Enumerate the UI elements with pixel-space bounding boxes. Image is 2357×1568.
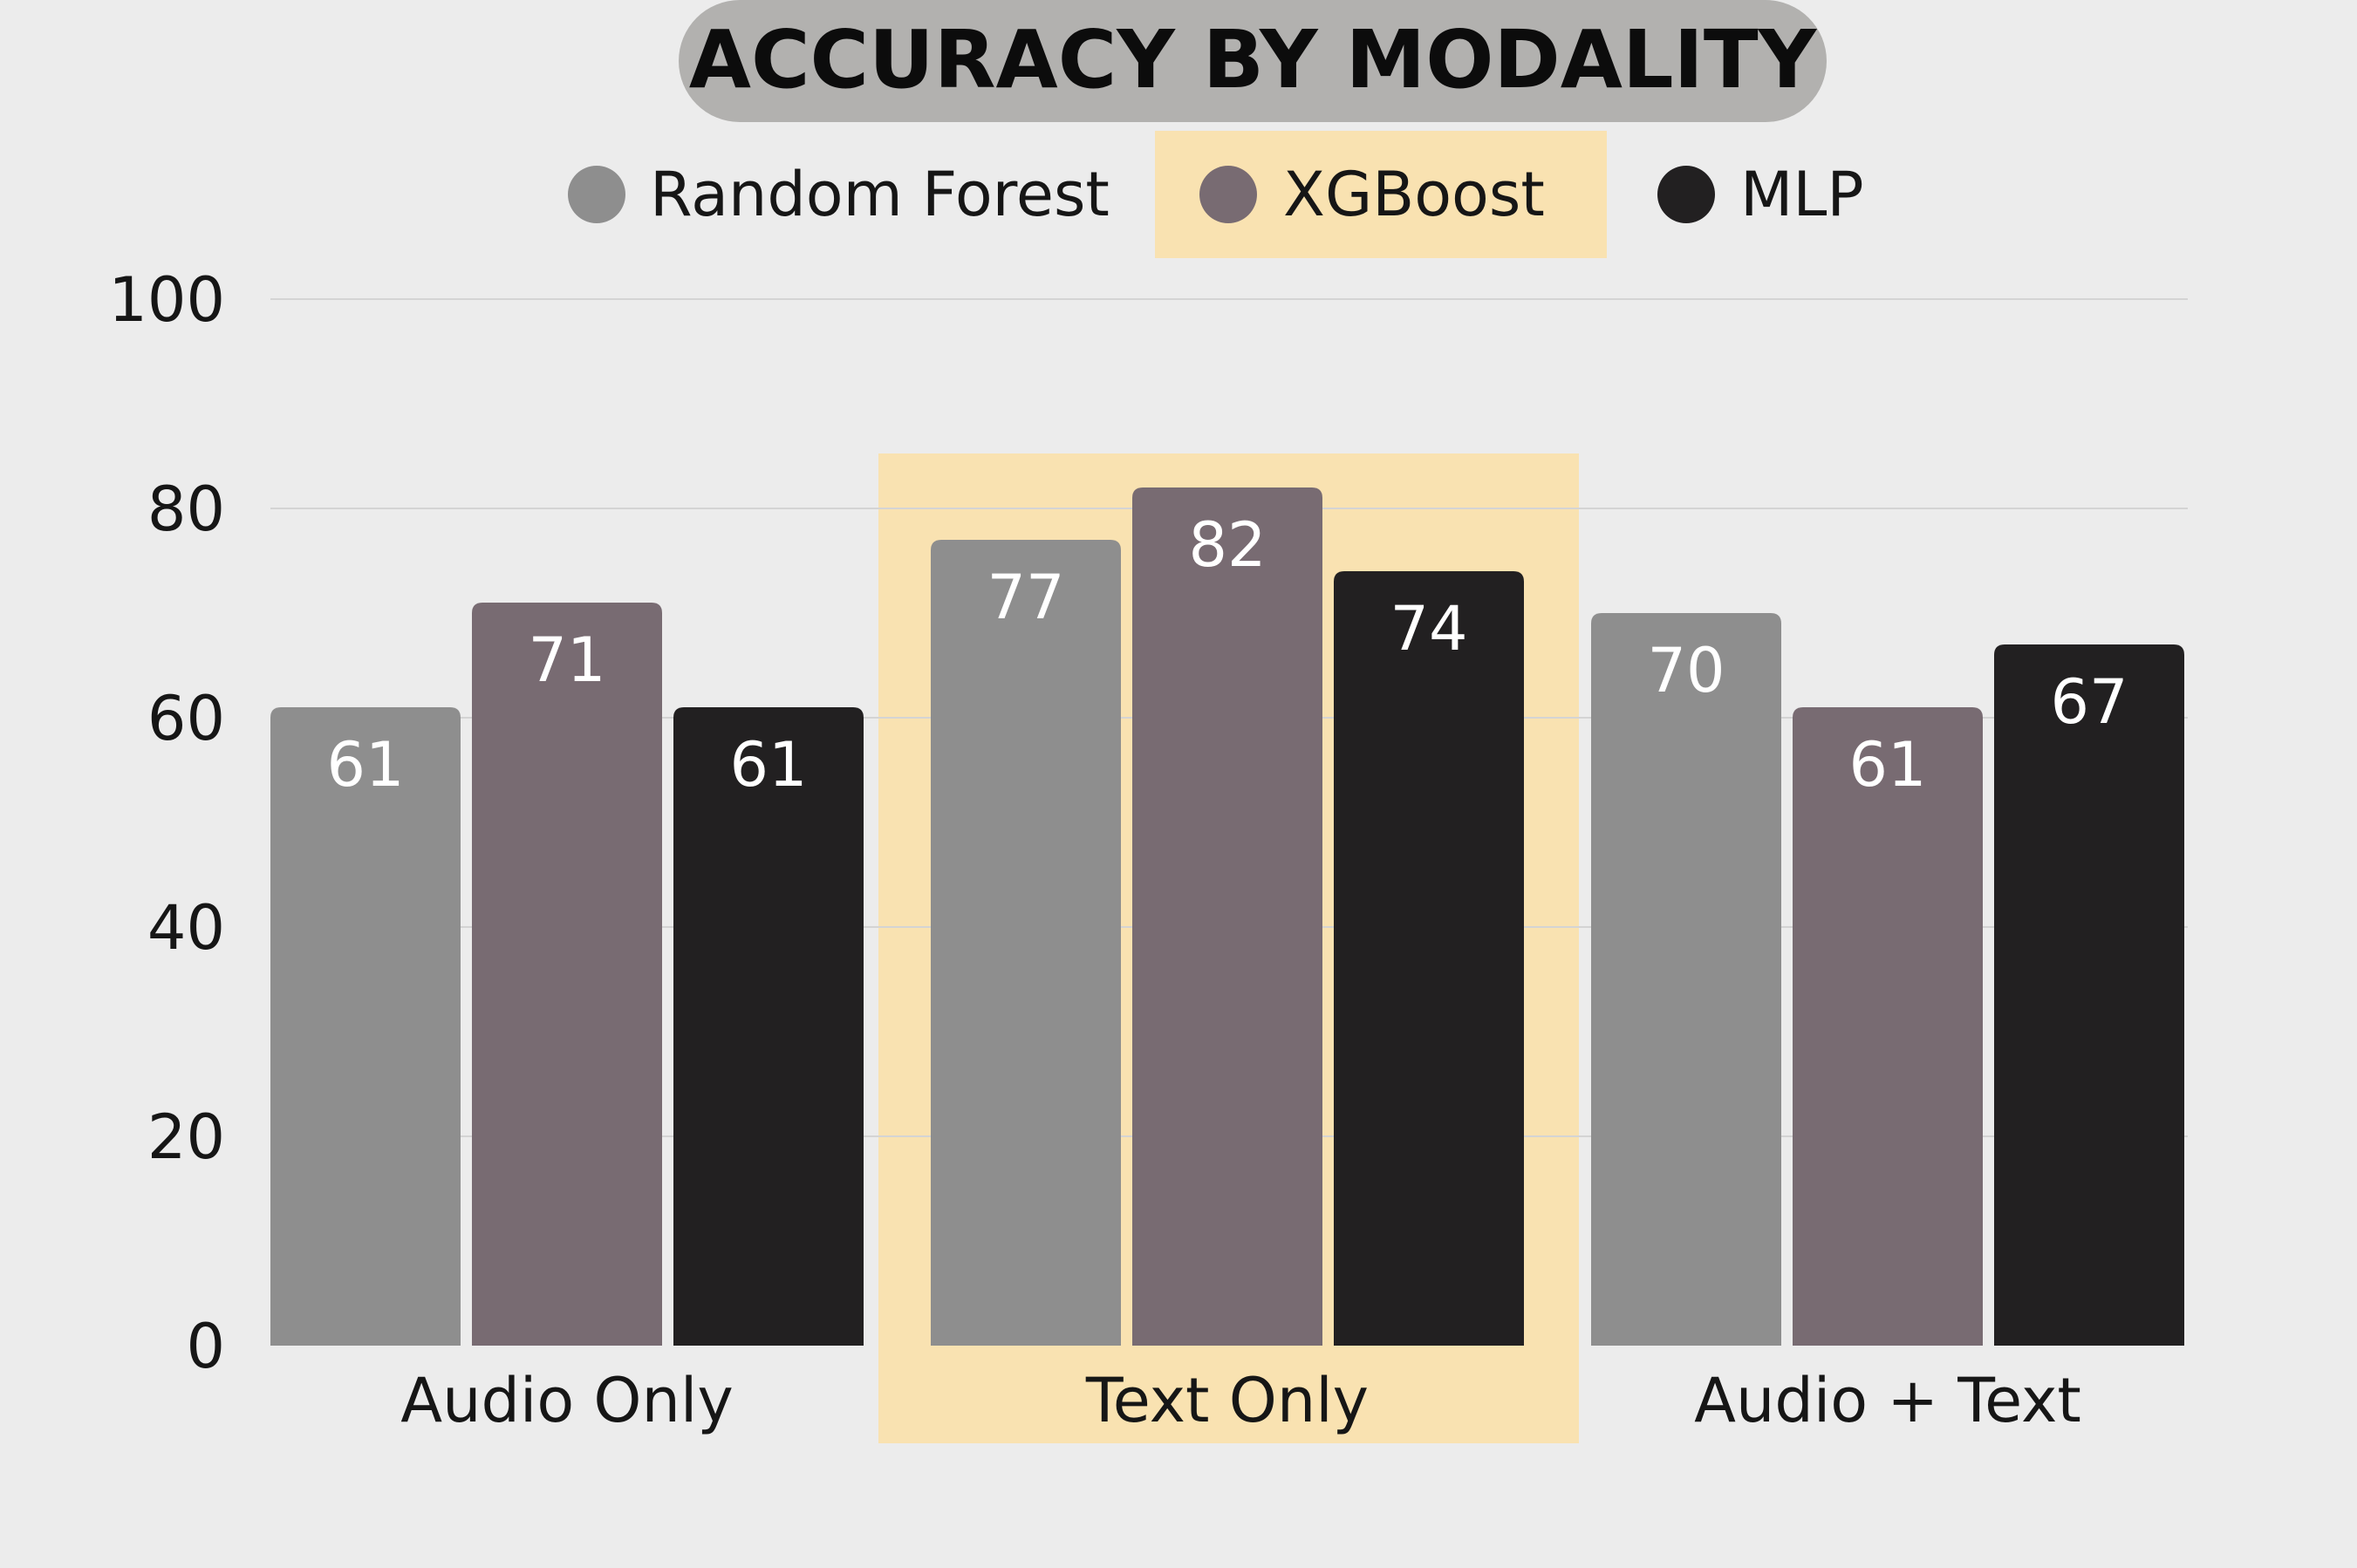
legend-label-random-forest: Random Forest: [650, 159, 1110, 230]
bar-value-label: 67: [2050, 666, 2128, 738]
y-tick-label: 20: [147, 1101, 225, 1173]
bar-mlp: [1994, 644, 2184, 1346]
legend-label-xgboost: XGBoost: [1283, 159, 1545, 230]
bar-value-label: 74: [1390, 593, 1467, 665]
bar-random-forest: [1591, 613, 1781, 1346]
x-axis-categories: Audio Only Text Only Audio + Text: [400, 1365, 2081, 1436]
y-tick-label: 80: [147, 474, 225, 545]
bar-random-forest: [931, 540, 1121, 1346]
y-tick-label: 60: [147, 683, 225, 754]
bar-random-forest: [270, 707, 461, 1346]
bar-value-label: 77: [987, 562, 1064, 633]
chart-title: ACCURACY BY MODALITY: [689, 13, 1818, 106]
x-category-label: Text Only: [1085, 1365, 1369, 1436]
legend-label-mlp: MLP: [1740, 159, 1864, 230]
bar-mlp: [1334, 571, 1524, 1346]
legend: Random Forest XGBoost MLP: [568, 131, 1864, 258]
bar-value-label: 61: [326, 729, 404, 801]
x-category-label: Audio + Text: [1694, 1365, 2081, 1436]
y-axis-ticks: 0 20 40 60 80 100: [108, 264, 225, 1382]
legend-swatch-mlp: [1657, 166, 1715, 223]
legend-item-random-forest: Random Forest: [568, 159, 1110, 230]
legend-item-xgboost: XGBoost: [1199, 159, 1545, 230]
legend-swatch-xgboost: [1199, 166, 1257, 223]
bar-value-label: 82: [1188, 509, 1266, 581]
bar-value-label: 61: [1848, 729, 1926, 801]
y-tick-label: 40: [147, 892, 225, 964]
bar-xgboost: [1793, 707, 1983, 1346]
title-pill: [679, 0, 1827, 122]
bar-value-label: 61: [729, 729, 807, 801]
legend-item-mlp: MLP: [1657, 159, 1864, 230]
y-tick-label: 100: [108, 264, 225, 336]
legend-swatch-random-forest: [568, 166, 625, 223]
y-tick-label: 0: [186, 1311, 225, 1382]
bar-xgboost: [1132, 487, 1322, 1346]
bar-value-label: 71: [528, 624, 605, 696]
bar-xgboost: [472, 603, 662, 1346]
bar-value-label: 70: [1647, 635, 1725, 706]
bars: 61 71 61 77 82 74 70 61 67: [270, 487, 2184, 1346]
bar-mlp: [673, 707, 864, 1346]
x-category-label: Audio Only: [400, 1365, 734, 1436]
